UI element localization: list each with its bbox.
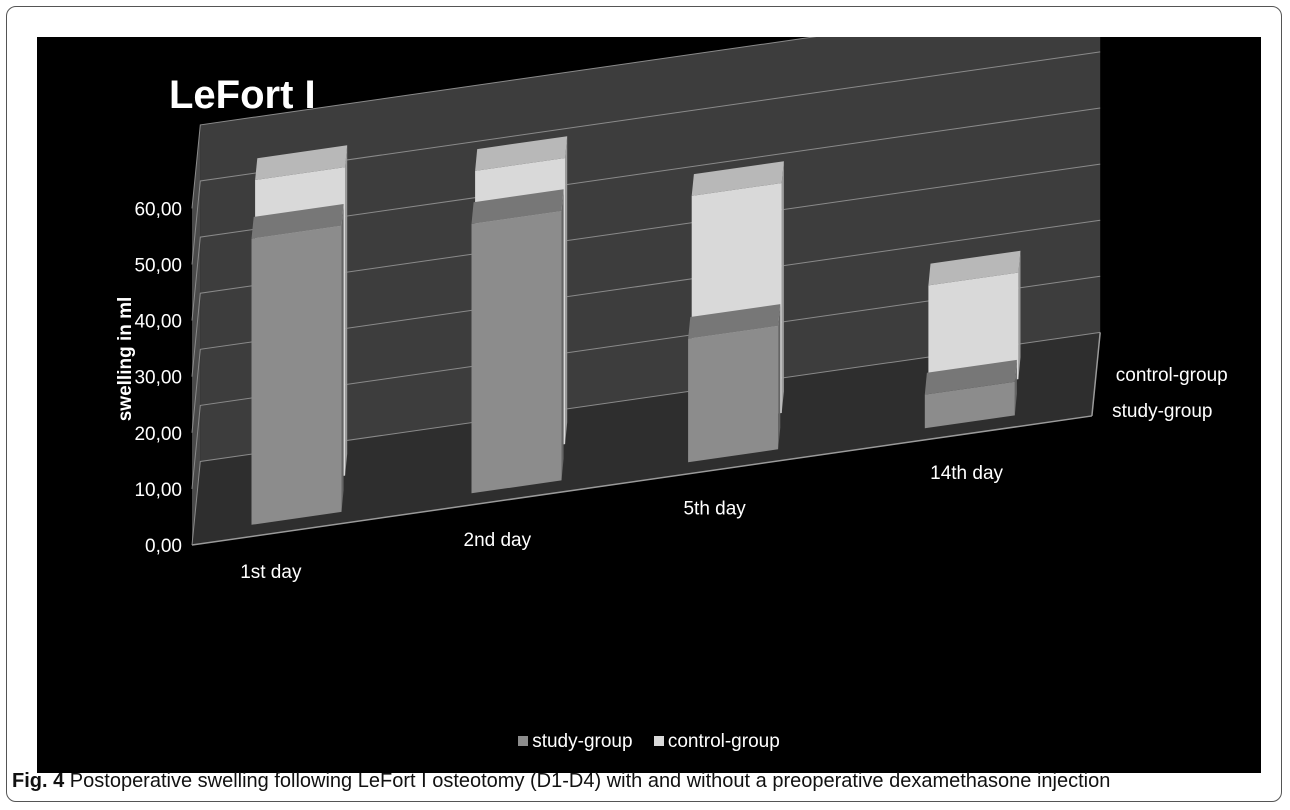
figure-caption: Fig. 4 Postoperative swelling following … xyxy=(12,770,1110,793)
depth-tick-label: study-group xyxy=(1112,401,1212,422)
bar-side xyxy=(1018,250,1021,380)
bar-side xyxy=(1014,359,1017,416)
gridline xyxy=(191,163,1101,377)
y-tick-label: 20,00 xyxy=(134,424,182,445)
gridline xyxy=(191,275,1101,489)
x-axis-line xyxy=(191,415,1093,546)
legend-label-study: study-group xyxy=(532,731,633,752)
bar xyxy=(928,250,1021,392)
bar-side xyxy=(341,204,344,512)
chart-title: LeFort I xyxy=(169,73,316,117)
bar xyxy=(471,189,564,494)
y-tick-label: 60,00 xyxy=(134,199,182,220)
legend-item-study: study-group xyxy=(518,731,633,753)
depth-tick-label: control-group xyxy=(1116,365,1228,386)
y-tick-label: 0,00 xyxy=(145,536,182,557)
legend-swatch-study xyxy=(518,736,529,746)
bar-top xyxy=(471,189,564,224)
y-tick-label: 10,00 xyxy=(134,480,182,501)
legend-label-control: control-group xyxy=(667,731,780,752)
bar xyxy=(688,304,781,463)
y-tick-label: 30,00 xyxy=(134,368,182,389)
bar-top xyxy=(924,359,1017,395)
y-axis-label: swelling in ml xyxy=(115,297,136,422)
gridline xyxy=(191,107,1101,321)
figure-frame: 0,00 10,00 20,00 30,00 40,00 50,00 60,00 swelli… xyxy=(6,6,1282,802)
caption-label: Fig. 4 xyxy=(12,770,65,792)
bar-side xyxy=(781,161,784,413)
bar-side xyxy=(561,189,564,481)
x-tick-label: 2nd day xyxy=(464,530,532,551)
floor xyxy=(192,332,1101,545)
x-tick-label: 14th day xyxy=(930,463,1003,484)
bar-front xyxy=(924,381,1015,429)
gridline xyxy=(191,219,1101,433)
depth-axis-line xyxy=(1091,332,1101,417)
gridline xyxy=(191,51,1101,265)
bar-front xyxy=(928,272,1019,392)
caption-text: Postoperative swelling following LeFort … xyxy=(69,770,1111,792)
bar-top xyxy=(691,161,784,196)
chart-area: 0,00 10,00 20,00 30,00 40,00 50,00 60,00 swelli… xyxy=(37,37,1261,773)
bar-top xyxy=(251,204,344,239)
bar-front xyxy=(688,325,779,463)
legend-item-control: control-group xyxy=(653,731,780,753)
y-tick-label: 40,00 xyxy=(134,312,182,333)
bar xyxy=(924,359,1017,429)
bar-side xyxy=(778,304,781,450)
x-tick-label: 1st day xyxy=(240,562,302,583)
bar-side xyxy=(345,145,348,476)
chart-layer: 0,00 10,00 20,00 30,00 40,00 50,00 60,00 swelli… xyxy=(115,37,1228,583)
bar-side xyxy=(565,136,568,445)
x-tick-label: 5th day xyxy=(683,498,746,519)
bar-front xyxy=(251,225,342,525)
gridline xyxy=(191,37,817,209)
bar-top xyxy=(475,136,568,171)
gridline xyxy=(191,331,1101,546)
bar-top xyxy=(928,250,1021,286)
chart-svg: 0,00 10,00 20,00 30,00 40,00 50,00 60,00 swelli… xyxy=(115,37,1228,583)
bar xyxy=(251,204,344,525)
back-wall xyxy=(200,37,1101,462)
bar-top xyxy=(688,304,781,339)
legend-swatch-control xyxy=(653,736,664,746)
bar-top xyxy=(255,145,348,180)
bar-front xyxy=(471,211,562,494)
y-tick-label: 50,00 xyxy=(134,256,182,277)
chart-legend: study-group control-group xyxy=(37,731,1261,753)
